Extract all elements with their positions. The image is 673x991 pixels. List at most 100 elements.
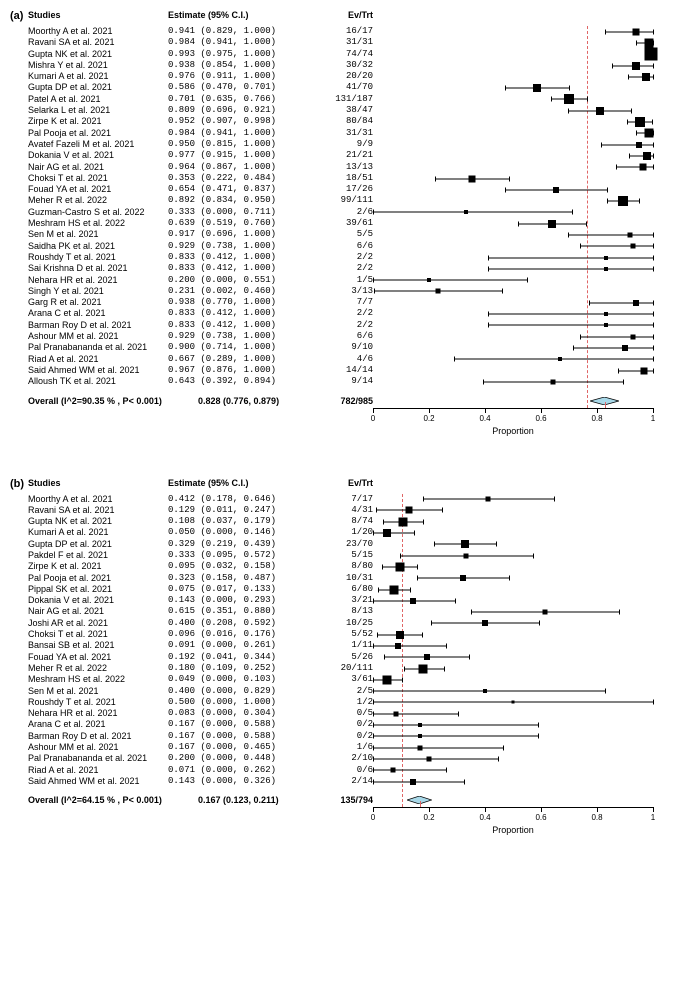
study-row: Kumari A et al. 20210.050 (0.000, 0.146)…: [10, 527, 673, 538]
study-evtrt: 31/31: [318, 37, 373, 48]
study-name: Pal Pooja et al. 2021: [28, 573, 168, 584]
ci-cap: [446, 644, 447, 649]
study-estimate: 0.329 (0.219, 0.439): [168, 539, 318, 550]
study-name: Said Ahmed WM et al. 2021: [28, 365, 168, 376]
ci-cap: [417, 576, 418, 581]
study-evtrt: 1/6: [318, 742, 373, 753]
ci-cap: [404, 666, 405, 671]
plot-cell: [373, 719, 673, 730]
header-estimate: Estimate (95% C.I.): [168, 10, 318, 20]
ci-line: [573, 347, 653, 348]
ci-cap: [636, 40, 637, 45]
study-evtrt: 1/2: [318, 697, 373, 708]
study-estimate: 0.075 (0.017, 0.133): [168, 584, 318, 595]
study-evtrt: 1/11: [318, 640, 373, 651]
ci-cap: [509, 176, 510, 181]
study-name: Gupta DP et al. 2021: [28, 82, 168, 93]
ci-cap: [618, 368, 619, 373]
study-estimate: 0.129 (0.011, 0.247): [168, 505, 318, 516]
study-estimate: 0.200 (0.000, 0.551): [168, 275, 318, 286]
study-row: Sai Krishna D et al. 20210.833 (0.412, 1…: [10, 263, 673, 274]
ci-cap: [464, 779, 465, 784]
study-row: Gupta DP et al. 20210.329 (0.219, 0.439)…: [10, 539, 673, 550]
ci-cap: [636, 131, 637, 136]
ci-line: [618, 370, 653, 371]
study-name: Kumari A et al. 2021: [28, 527, 168, 538]
study-estimate: 0.192 (0.041, 0.344): [168, 652, 318, 663]
forest-plot-panel-a: (a)StudiesEstimate (95% C.I.)Ev/TrtMoort…: [10, 10, 673, 448]
ci-line: [488, 314, 653, 315]
study-evtrt: 0/2: [318, 731, 373, 742]
plot-cell: [373, 263, 673, 274]
study-row: Roushdy T et al. 20210.500 (0.000, 1.000…: [10, 697, 673, 708]
study-name: Said Ahmed WM et al. 2021: [28, 776, 168, 787]
study-estimate: 0.929 (0.738, 1.000): [168, 241, 318, 252]
study-evtrt: 6/80: [318, 584, 373, 595]
study-name: Patel A et al. 2021: [28, 94, 168, 105]
study-evtrt: 17/26: [318, 184, 373, 195]
point-marker: [424, 654, 430, 660]
study-estimate: 0.929 (0.738, 1.000): [168, 331, 318, 342]
study-evtrt: 0/6: [318, 765, 373, 776]
study-name: Avatef Fazeli M et al. 2021: [28, 139, 168, 150]
study-name: Joshi AR et al. 2021: [28, 618, 168, 629]
ci-cap: [653, 323, 654, 328]
ci-cap: [414, 531, 415, 536]
plot-cell: [373, 753, 673, 764]
study-estimate: 0.952 (0.907, 0.998): [168, 116, 318, 127]
axis-tick: [541, 408, 542, 413]
point-marker: [596, 107, 604, 115]
ci-cap: [607, 199, 608, 204]
ci-cap: [373, 278, 374, 283]
study-estimate: 0.167 (0.000, 0.588): [168, 719, 318, 730]
study-estimate: 0.833 (0.412, 1.000): [168, 308, 318, 319]
plot-cell: [373, 765, 673, 776]
axis-tick: [373, 807, 374, 812]
study-name: Mishra Y et al. 2021: [28, 60, 168, 71]
ci-line: [580, 336, 653, 337]
point-marker: [435, 289, 440, 294]
point-marker: [468, 175, 475, 182]
ci-cap: [509, 576, 510, 581]
point-marker: [418, 723, 422, 727]
header-row: StudiesEstimate (95% C.I.)Ev/Trt: [10, 10, 673, 20]
axis-tick-label: 0.2: [423, 414, 434, 423]
plot-cell: [373, 708, 673, 719]
plot-cell: [373, 275, 673, 286]
ci-cap: [568, 108, 569, 113]
axis-tick-label: 1: [651, 813, 655, 822]
plot-cell: [373, 539, 673, 550]
point-marker: [396, 631, 404, 639]
ci-cap: [435, 176, 436, 181]
study-row: Bansai SB et al. 20210.091 (0.000, 0.261…: [10, 640, 673, 651]
study-name: Arana C et al. 2021: [28, 308, 168, 319]
study-evtrt: 1/5: [318, 275, 373, 286]
study-row: Said Ahmed WM et al. 20210.143 (0.000, 0…: [10, 776, 673, 787]
study-name: Meher R et al. 2022: [28, 195, 168, 206]
study-row: Nair AG et al. 20210.964 (0.867, 1.000)1…: [10, 162, 673, 173]
point-marker: [395, 562, 404, 571]
study-estimate: 0.917 (0.696, 1.000): [168, 229, 318, 240]
plot-cell: [373, 82, 673, 93]
ci-cap: [616, 165, 617, 170]
ci-cap: [631, 108, 632, 113]
ci-cap: [505, 86, 506, 91]
ci-line: [488, 325, 653, 326]
axis-tick-label: 0.8: [591, 414, 602, 423]
study-estimate: 0.333 (0.000, 0.711): [168, 207, 318, 218]
study-row: Zirpe K et al. 20210.095 (0.032, 0.158)8…: [10, 561, 673, 572]
point-marker: [636, 142, 642, 148]
ci-cap: [538, 734, 539, 739]
ci-cap: [458, 711, 459, 716]
study-estimate: 0.833 (0.412, 1.000): [168, 252, 318, 263]
axis-tick-label: 0.6: [535, 414, 546, 423]
ci-line: [373, 280, 527, 281]
plot-cell: [373, 308, 673, 319]
panel-label: (a): [10, 10, 23, 22]
point-marker: [622, 345, 628, 351]
study-name: Nehara HR et al. 2021: [28, 275, 168, 286]
point-marker: [631, 244, 636, 249]
ci-cap: [569, 86, 570, 91]
ci-cap: [502, 289, 503, 294]
plot-cell: [373, 116, 673, 127]
